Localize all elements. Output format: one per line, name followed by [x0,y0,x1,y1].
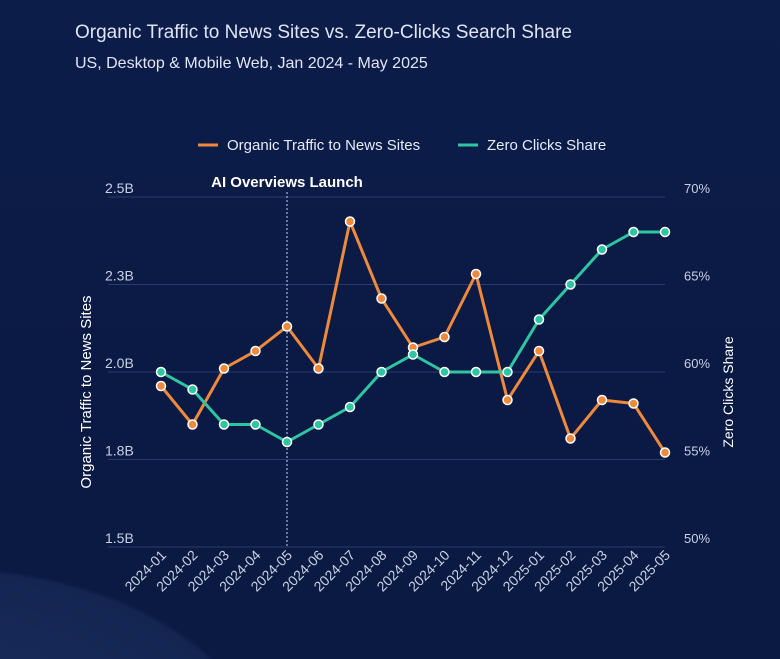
y-tick-label: 1.8B [105,443,134,459]
data-point-2 [470,366,482,378]
data-point-2 [596,244,608,255]
data-point-2 [502,366,513,378]
y-tick-label: 2.3B [105,268,134,284]
data-point-2 [659,226,671,238]
data-point-2 [376,366,387,378]
data-point-1 [187,419,198,430]
data-point-2 [565,279,576,290]
y2-tick-label: 70% [684,181,710,196]
y2-tick-label: 50% [684,531,710,546]
data-point-2 [313,419,324,430]
data-point-1 [533,345,545,357]
y2-tick-label: 60% [684,356,710,371]
data-point-2 [218,419,230,430]
data-point-1 [376,293,387,304]
data-point-1 [218,363,230,374]
y2-tick-label: 65% [684,269,710,284]
data-point-2 [344,401,356,413]
data-point-1 [250,345,261,357]
series-line-1 [159,220,667,454]
series-line-2 [160,230,665,444]
data-point-2 [155,366,167,378]
data-point-1 [659,447,671,458]
annotation-label: AI Overviews Launch [211,174,363,191]
chart-subtitle: US, Desktop & Mobile Web, Jan 2024 - May… [75,55,428,72]
data-point-2 [439,366,450,378]
y-axis-title: Organic Traffic to News Sites [78,295,95,488]
data-point-2 [533,314,545,325]
chart-title: Organic Traffic to News Sites vs. Zero-C… [75,22,572,43]
legend-label-2: Zero Clicks Share [487,137,606,154]
y2-axis-title: Zero Clicks Share [720,336,736,447]
y-tick-label: 2.5B [105,180,134,196]
data-point-1 [628,398,639,409]
legend-label-1: Organic Traffic to News Sites [227,137,420,154]
data-point-1 [155,380,167,392]
data-point-1 [470,268,482,280]
data-point-1 [596,394,608,406]
data-point-2 [281,436,293,448]
data-point-1 [281,321,293,332]
data-point-1 [502,394,513,406]
y-tick-label: 1.5B [105,530,134,546]
data-point-2 [187,384,198,395]
data-point-1 [313,363,324,374]
data-point-2 [407,349,419,360]
y2-tick-label: 55% [684,444,710,459]
data-point-1 [565,433,576,444]
data-point-1 [439,331,450,343]
y-tick-label: 2.0B [105,355,134,371]
data-point-1 [344,216,356,227]
data-point-2 [628,226,639,238]
data-point-2 [250,419,261,430]
